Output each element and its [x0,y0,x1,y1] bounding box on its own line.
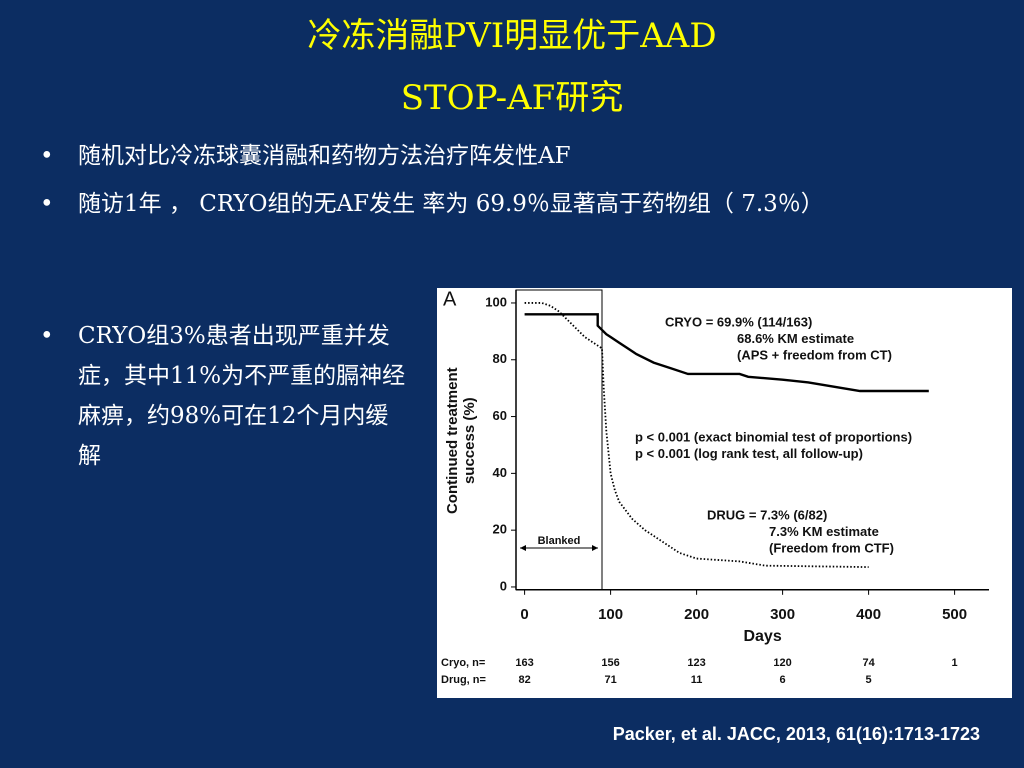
y-tick-label: 20 [493,522,507,537]
at-risk-label: Drug, n= [441,674,486,686]
annotation: 7.3% KM estimate [769,524,879,539]
x-tick-label: 200 [684,606,709,623]
at-risk-value: 1 [952,657,958,669]
km-curve [524,313,929,393]
at-risk-label: Cryo, n= [441,657,485,669]
annotation: 68.6% KM estimate [737,331,854,346]
annotation: (APS + freedom from CT) [737,347,892,362]
y-tick-label: 60 [493,408,507,423]
at-risk-value: 120 [773,657,791,669]
annotation: p < 0.001 (exact binomial test of propor… [635,429,912,444]
x-tick-label: 400 [856,606,881,623]
y-tick-label: 80 [493,351,507,366]
x-tick-label: 300 [770,606,795,623]
x-axis-label: Days [743,628,781,645]
at-risk-value: 74 [862,657,875,669]
panel-label: A [443,288,457,310]
at-risk-value: 5 [866,674,872,686]
at-risk-value: 123 [687,657,705,669]
x-tick-label: 0 [520,606,528,623]
title-line: 冷冻消融PVI明显优于AAD [307,16,717,56]
bullet-text: 随机对比冷冻球囊消融和药物方法治疗阵发性AF [78,143,571,169]
citation: Packer, et al. JACC, 2013, 61(16):1713-1… [612,724,980,744]
annotation: CRYO = 69.9% (114/163) [665,314,812,329]
bullet: • CRYO组3%患者出现严重并发症，其中11%为不严重的膈神经麻痹，约98%可在… [40,323,406,469]
km-curve [524,302,869,568]
annotation: DRUG = 7.3% (6/82) [707,507,827,522]
y-tick-label: 0 [500,578,507,593]
bullet: • 随访1年 ， CRYO组的无AF发生 率为 69.9％显著高于药物组（ 7.3… [40,191,824,217]
bullet-text: 随访1年 ， CRYO组的无AF发生 率为 69.9％显著高于药物组（ 7.3％… [78,191,824,217]
blanked-region [515,289,603,591]
annotation: (Freedom from CTF) [769,540,894,555]
y-axis-label: success (%) [461,397,478,484]
title-line: STOP-AF研究 [400,78,624,118]
at-risk-value: 11 [691,674,703,686]
chart: A Blanked 0 20 40 60 80 100 0 100 200 300 400 500 Days… [437,288,1012,698]
annotation: p < 0.001 (log rank test, all follow-up) [635,446,863,461]
x-tick-label: 500 [942,606,967,623]
at-risk-value: 163 [515,657,533,669]
at-risk-value: 82 [518,674,530,686]
at-risk-value: 156 [601,657,619,669]
blanked-label: Blanked [538,535,581,547]
x-tick-label: 100 [598,606,623,623]
at-risk-value: 6 [780,674,786,686]
y-axis-label: Continued treatment [444,367,461,514]
at-risk-value: 71 [604,674,616,686]
y-tick-label: 40 [493,465,507,480]
y-tick-label: 100 [485,294,507,309]
bullet: • 随机对比冷冻球囊消融和药物方法治疗阵发性AF [40,143,571,169]
bullet-text: CRYO组3%患者出现严重并发症，其中11%为不严重的膈神经麻痹，约98%可在1… [78,323,406,469]
